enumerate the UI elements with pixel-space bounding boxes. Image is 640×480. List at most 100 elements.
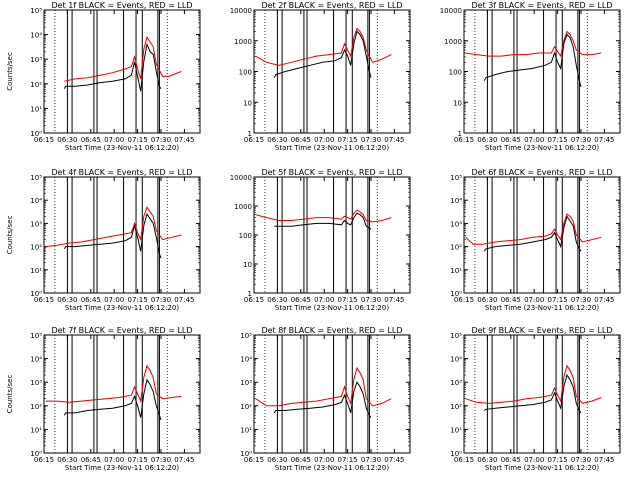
y-tick-label: 10: [243, 261, 252, 269]
panel-title: Det 9f BLACK = Events, RED = LLD: [471, 326, 612, 335]
x-tick-label: 06:15: [244, 136, 264, 144]
y-tick-label: 10⁴: [450, 197, 462, 205]
x-tick-label: 07:45: [384, 136, 404, 144]
x-tick-label: 06:45: [81, 296, 101, 304]
y-tick-label: 1: [458, 130, 462, 138]
y-tick-label: 10²: [30, 81, 42, 89]
x-tick-label: 06:30: [267, 296, 287, 304]
y-tick-label: 10⁴: [240, 356, 252, 364]
x-axis-label: Start Time (23-Nov-11 06:12:20): [485, 304, 599, 312]
y-tick-label: 10³: [450, 220, 462, 228]
x-tick-label: 06:15: [454, 136, 474, 144]
events-series-line: [63, 212, 162, 259]
y-tick-label: 100: [449, 69, 462, 77]
plot-frame: [43, 176, 201, 294]
panel-title: Det 7f BLACK = Events, RED = LLD: [51, 326, 192, 335]
x-tick-label: 07:00: [104, 456, 124, 464]
y-axis-label: Counts/sec: [6, 375, 14, 414]
x-axis-label: Start Time (23-Nov-11 06:12:20): [65, 304, 179, 312]
x-tick-label: 06:45: [291, 296, 311, 304]
lld-series-line: [465, 364, 602, 404]
plot-frame: [43, 9, 201, 134]
y-tick-label: 10⁵: [30, 174, 42, 182]
y-tick-label: 10²: [450, 403, 462, 411]
y-tick-label: 10000: [230, 7, 252, 15]
y-tick-label: 10⁵: [240, 332, 252, 340]
x-tick-label: 07:30: [571, 136, 591, 144]
x-tick-label: 07:15: [548, 296, 568, 304]
detector-panel: Det 3f BLACK = Events, RED = LLD 1 10 100 10…: [440, 1, 621, 152]
plot-frame: [253, 334, 411, 454]
panel-title: Det 3f BLACK = Events, RED = LLD: [471, 1, 612, 10]
y-tick-label: 10⁰: [450, 290, 462, 298]
x-tick-label: 07:30: [571, 456, 591, 464]
events-series-line: [273, 381, 372, 418]
y-axis-label: Counts/sec: [6, 216, 14, 255]
panel-title: Det 1f BLACK = Events, RED = LLD: [51, 1, 192, 10]
x-tick-label: 07:00: [104, 136, 124, 144]
plot-frame: [463, 334, 621, 454]
detector-panel: Det 9f BLACK = Events, RED = LLD 10⁰ 10¹ 10…: [450, 326, 621, 472]
x-axis-label: Start Time (23-Nov-11 06:12:20): [275, 304, 389, 312]
x-tick-label: 06:30: [57, 456, 77, 464]
x-tick-label: 06:15: [454, 456, 474, 464]
y-tick-label: 10¹: [240, 426, 252, 434]
x-tick-label: 06:30: [477, 456, 497, 464]
y-tick-label: 10⁵: [30, 332, 42, 340]
x-tick-label: 07:00: [524, 136, 544, 144]
x-axis-label: Start Time (23-Nov-11 06:12:20): [65, 144, 179, 152]
y-tick-label: 10: [243, 99, 252, 107]
detector-panel: Det 6f BLACK = Events, RED = LLD 10⁰ 10¹ 10…: [450, 168, 621, 312]
plot-frame: [43, 334, 201, 454]
y-tick-label: 1000: [234, 203, 252, 211]
y-tick-label: 10⁰: [30, 290, 42, 298]
panel-title: Det 4f BLACK = Events, RED = LLD: [51, 168, 192, 177]
plot-frame: [463, 176, 621, 294]
x-tick-label: 07:15: [548, 456, 568, 464]
panel-title: Det 8f BLACK = Events, RED = LLD: [261, 326, 402, 335]
y-tick-label: 10³: [30, 220, 42, 228]
y-tick-label: 10²: [30, 244, 42, 252]
x-tick-label: 06:45: [291, 136, 311, 144]
y-tick-label: 100: [239, 232, 252, 240]
events-series-line: [483, 33, 582, 88]
x-tick-label: 07:30: [361, 136, 381, 144]
y-tick-label: 10⁵: [450, 332, 462, 340]
y-tick-label: 10⁰: [30, 450, 42, 458]
y-tick-label: 10⁴: [450, 356, 462, 364]
y-tick-label: 10³: [30, 56, 42, 64]
x-axis-label: Start Time (23-Nov-11 06:12:20): [275, 464, 389, 472]
x-tick-label: 06:45: [501, 456, 521, 464]
events-series-line: [273, 30, 372, 78]
x-tick-label: 07:00: [314, 456, 334, 464]
lld-series-line: [45, 206, 182, 248]
x-tick-label: 06:15: [34, 136, 54, 144]
x-tick-label: 07:45: [594, 136, 614, 144]
detector-panel: Det 4f BLACK = Events, RED = LLD 10⁰ 10¹ 10…: [6, 168, 201, 312]
x-tick-label: 07:15: [338, 136, 358, 144]
detector-panel: Det 2f BLACK = Events, RED = LLD 1 10 100 10…: [230, 1, 411, 152]
lld-series-line: [45, 364, 182, 403]
y-tick-label: 10000: [230, 174, 252, 182]
x-tick-label: 07:30: [151, 456, 171, 464]
x-tick-label: 06:15: [244, 456, 264, 464]
lld-series-line: [64, 35, 182, 82]
x-tick-label: 07:15: [548, 136, 568, 144]
events-series-line: [483, 215, 582, 252]
x-tick-label: 06:30: [477, 296, 497, 304]
x-axis-label: Start Time (23-Nov-11 06:12:20): [275, 144, 389, 152]
x-axis-label: Start Time (23-Nov-11 06:12:20): [485, 144, 599, 152]
y-tick-label: 10⁰: [30, 130, 42, 138]
x-tick-label: 06:45: [501, 136, 521, 144]
x-tick-label: 06:15: [34, 456, 54, 464]
y-tick-label: 10⁵: [450, 174, 462, 182]
x-tick-label: 06:45: [81, 136, 101, 144]
detector-panel: Det 1f BLACK = Events, RED = LLD 10⁰ 10¹ 10…: [6, 1, 201, 152]
detector-panel: Det 5f BLACK = Events, RED = LLD 1 10 100 10…: [230, 168, 411, 312]
x-tick-label: 07:45: [174, 456, 194, 464]
detector-panel: Det 8f BLACK = Events, RED = LLD 10⁰ 10¹ 10…: [240, 326, 411, 472]
x-tick-label: 06:30: [57, 136, 77, 144]
y-tick-label: 10¹: [30, 426, 42, 434]
x-tick-label: 07:00: [524, 456, 544, 464]
